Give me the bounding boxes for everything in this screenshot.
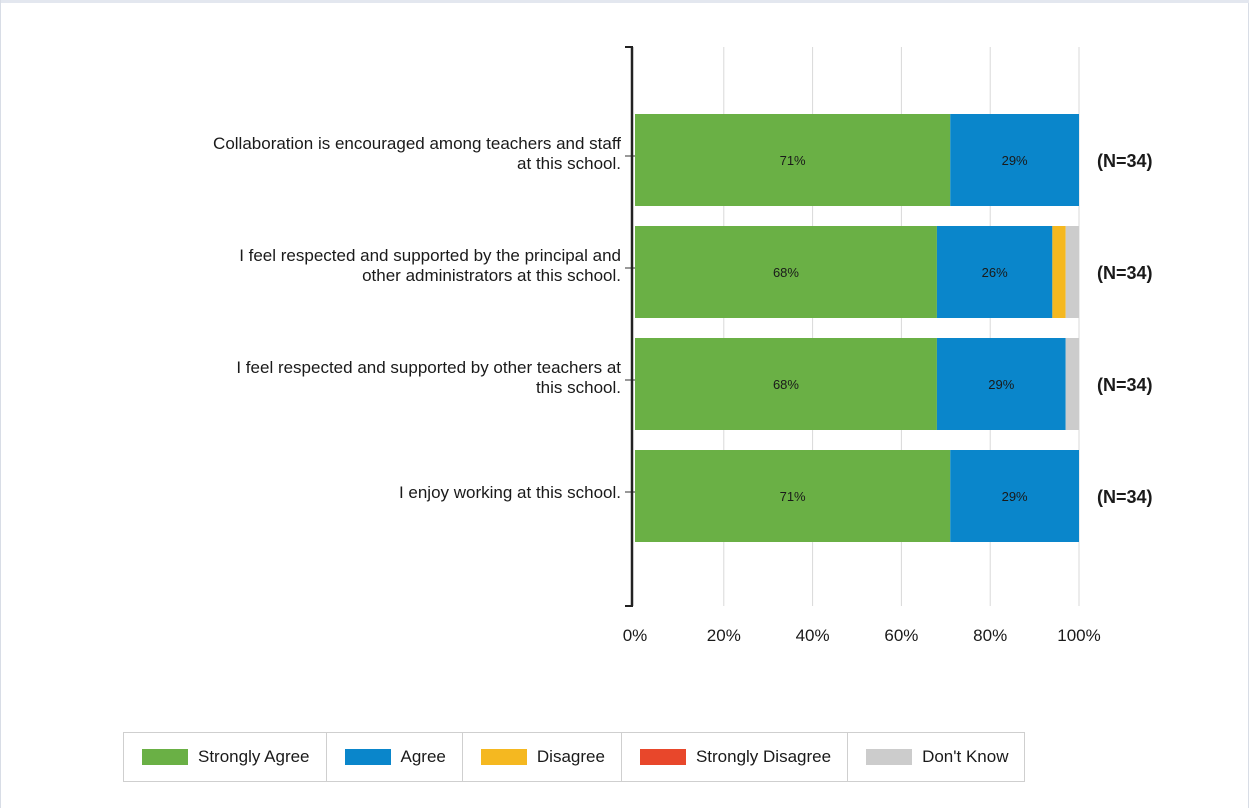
n-count-label: (N=34) bbox=[1097, 151, 1153, 171]
legend-item: Disagree bbox=[463, 733, 622, 781]
legend-item: Agree bbox=[327, 733, 463, 781]
stacked-bar-chart: 0% 20% 40% 60% 80% 100% 71% 29% Collaboration is… bbox=[213, 46, 1153, 645]
legend-label: Strongly Disagree bbox=[695, 747, 832, 766]
bar-segment bbox=[950, 114, 1079, 206]
x-tick-label: 40% bbox=[796, 626, 830, 645]
n-count-label: (N=34) bbox=[1097, 487, 1153, 507]
bar-value-label: 68% bbox=[773, 265, 799, 280]
bar-value-label: 71% bbox=[780, 489, 806, 504]
legend-swatch bbox=[344, 749, 391, 765]
legend-label: Strongly Agree bbox=[198, 747, 310, 766]
legend-swatch bbox=[866, 749, 913, 765]
x-tick-label: 100% bbox=[1057, 626, 1100, 645]
n-count-label: (N=34) bbox=[1097, 375, 1153, 395]
bar-segment bbox=[635, 450, 951, 542]
bar-segment bbox=[950, 450, 1079, 542]
category-label: Collaboration is encouraged among teache… bbox=[213, 134, 621, 153]
bar-segment bbox=[1065, 338, 1079, 430]
legend: Strongly Agree Agree Disagree Strongly Disa… bbox=[123, 732, 1026, 782]
legend-item: Strongly Agree bbox=[124, 733, 327, 781]
bar-segment bbox=[635, 226, 937, 318]
legend-swatch bbox=[480, 749, 527, 765]
bar-segment bbox=[1065, 226, 1079, 318]
category-label: other administrators at this school. bbox=[362, 266, 621, 285]
bar-segment bbox=[936, 226, 1053, 318]
bars bbox=[635, 114, 1079, 542]
legend-label: Agree bbox=[400, 747, 446, 766]
legend-item: Strongly Disagree bbox=[622, 733, 849, 781]
legend-swatch bbox=[142, 749, 188, 765]
legend-label: Don't Know bbox=[922, 747, 1009, 766]
n-count-label: (N=34) bbox=[1097, 263, 1153, 283]
labels: 0% 20% 40% 60% 80% 100% 71% 29% Collaboration is… bbox=[213, 134, 1152, 645]
bar-value-label: 29% bbox=[1002, 153, 1028, 168]
x-tick-label: 60% bbox=[884, 626, 918, 645]
category-label: I feel respected and supported by the pr… bbox=[239, 246, 621, 265]
category-label: I feel respected and supported by other … bbox=[236, 358, 621, 377]
x-tick-label: 80% bbox=[973, 626, 1007, 645]
legend-label: Disagree bbox=[536, 747, 605, 766]
category-label: I enjoy working at this school. bbox=[399, 483, 621, 502]
axes bbox=[625, 46, 635, 607]
category-label: at this school. bbox=[517, 154, 621, 173]
x-tick-label: 20% bbox=[707, 626, 741, 645]
bar-value-label: 71% bbox=[780, 153, 806, 168]
bar-segment bbox=[635, 114, 951, 206]
bar-value-label: 29% bbox=[988, 377, 1014, 392]
category-label: this school. bbox=[536, 378, 621, 397]
bar-segment bbox=[936, 338, 1066, 430]
bar-segment bbox=[635, 338, 937, 430]
legend-swatch bbox=[639, 749, 686, 765]
x-tick-label: 0% bbox=[623, 626, 648, 645]
bar-value-label: 29% bbox=[1002, 489, 1028, 504]
legend-item: Don't Know bbox=[848, 733, 1024, 781]
bar-segment bbox=[1052, 226, 1066, 318]
bar-value-label: 26% bbox=[982, 265, 1008, 280]
bar-value-label: 68% bbox=[773, 377, 799, 392]
top-border-strip bbox=[1, 0, 1249, 3]
